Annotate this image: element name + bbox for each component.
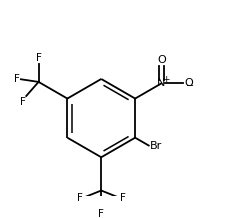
Text: F: F	[98, 209, 104, 218]
Text: +: +	[161, 75, 169, 84]
Text: F: F	[76, 193, 82, 203]
Text: F: F	[36, 53, 41, 63]
Text: O: O	[183, 78, 192, 88]
Text: Br: Br	[150, 141, 162, 150]
Text: F: F	[20, 97, 25, 107]
Text: −: −	[185, 81, 193, 91]
Text: N: N	[157, 78, 165, 88]
Text: F: F	[14, 74, 20, 84]
Text: O: O	[156, 55, 165, 65]
Text: F: F	[119, 193, 125, 203]
